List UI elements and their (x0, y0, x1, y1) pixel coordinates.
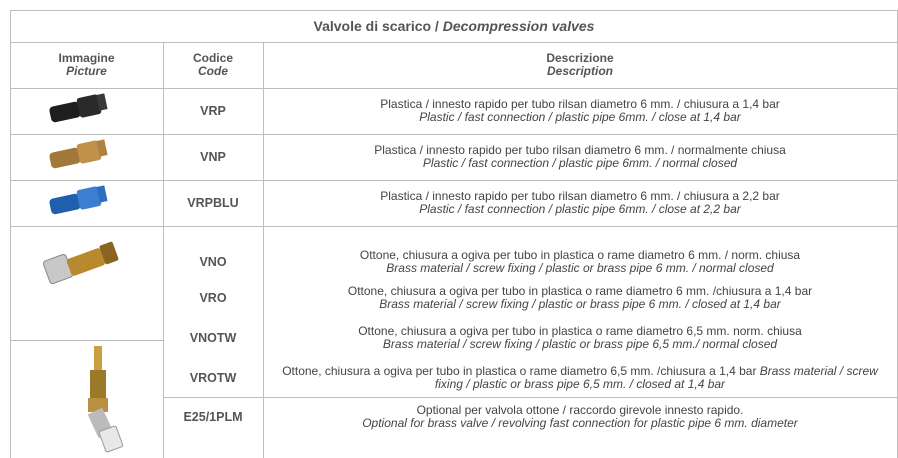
code: E25/1PLM (183, 409, 243, 424)
border (10, 134, 898, 135)
description-en: Plastic / fast connection / plastic pipe… (422, 156, 738, 170)
description: Plastica / innesto rapido per tubo rilsa… (270, 88, 890, 134)
description-text: Ottone, chiusura a ogiva per tubo in pla… (270, 365, 890, 391)
code: VNO (199, 254, 227, 269)
description-en: Plastic / fast connection / plastic pipe… (419, 202, 741, 216)
border (10, 10, 898, 11)
header-it: Descrizione (546, 51, 614, 65)
description-it: Ottone, chiusura a ogiva per tubo in pla… (358, 324, 802, 338)
border (10, 226, 898, 227)
border (10, 340, 163, 341)
code: VROTW (189, 370, 237, 385)
picture-beige-valve (49, 139, 108, 169)
code: VRO (199, 290, 227, 305)
description: Plastica / innesto rapido per tubo rilsa… (270, 134, 890, 180)
description: Plastica / innesto rapido per tubo rilsa… (270, 180, 890, 226)
header: Codice Code (163, 42, 263, 88)
border (10, 42, 898, 43)
description-it: Ottone, chiusura a ogiva per tubo in pla… (282, 364, 757, 378)
code: VRP (200, 103, 226, 118)
description-it: Ottone, chiusura a ogiva per tubo in pla… (359, 248, 801, 262)
code: VNOTW (189, 330, 237, 345)
code: VNP (200, 149, 226, 164)
description-en: Optional for brass valve / revolving fas… (362, 416, 798, 430)
border (10, 10, 11, 458)
header-en: Picture (66, 64, 107, 78)
picture-brass-valve (42, 241, 119, 285)
picture-blue-valve (49, 185, 108, 215)
title: Valvole di scarico / Decompression valve… (10, 10, 898, 42)
description-en: Brass material / screw fixing / plastic … (434, 364, 878, 391)
header-en: Description (546, 64, 613, 78)
code: VRPBLU (187, 195, 239, 210)
header: Immagine Picture (10, 42, 163, 88)
description-en: Brass material / screw fixing / plastic … (382, 337, 778, 351)
description: Ottone, chiusura a ogiva per tubo in pla… (270, 358, 890, 398)
border (10, 180, 898, 181)
title-main: Valvole di scarico / (313, 18, 439, 34)
header: Descrizione Description (263, 42, 897, 88)
border (263, 42, 264, 458)
description-it: Ottone, chiusura a ogiva per tubo in pla… (347, 284, 813, 298)
border (163, 42, 164, 458)
picture-brass-elbow (87, 346, 124, 453)
description: Ottone, chiusura a ogiva per tubo in pla… (270, 320, 890, 356)
description-it: Plastica / innesto rapido per tubo rilsa… (380, 189, 780, 203)
title-italic: Decompression valves (442, 18, 595, 34)
description: Optional per valvola ottone / raccordo g… (270, 397, 890, 437)
header-it: Immagine (58, 51, 115, 65)
description-en: Plastic / fast connection / plastic pipe… (419, 110, 741, 124)
border (163, 397, 898, 398)
picture-black-valve (49, 93, 108, 123)
border (10, 88, 898, 89)
description: Ottone, chiusura a ogiva per tubo in pla… (270, 244, 890, 280)
header-it: Codice (192, 51, 233, 65)
description-it: Optional per valvola ottone / raccordo g… (416, 403, 744, 417)
description-it: Plastica / innesto rapido per tubo rilsa… (374, 143, 786, 157)
description-en: Brass material / screw fixing / plastic … (386, 261, 774, 275)
description: Ottone, chiusura a ogiva per tubo in pla… (270, 280, 890, 316)
header-en: Code (198, 64, 228, 78)
description-it: Plastica / innesto rapido per tubo rilsa… (380, 97, 780, 111)
description-en: Brass material / screw fixing / plastic … (379, 297, 781, 311)
